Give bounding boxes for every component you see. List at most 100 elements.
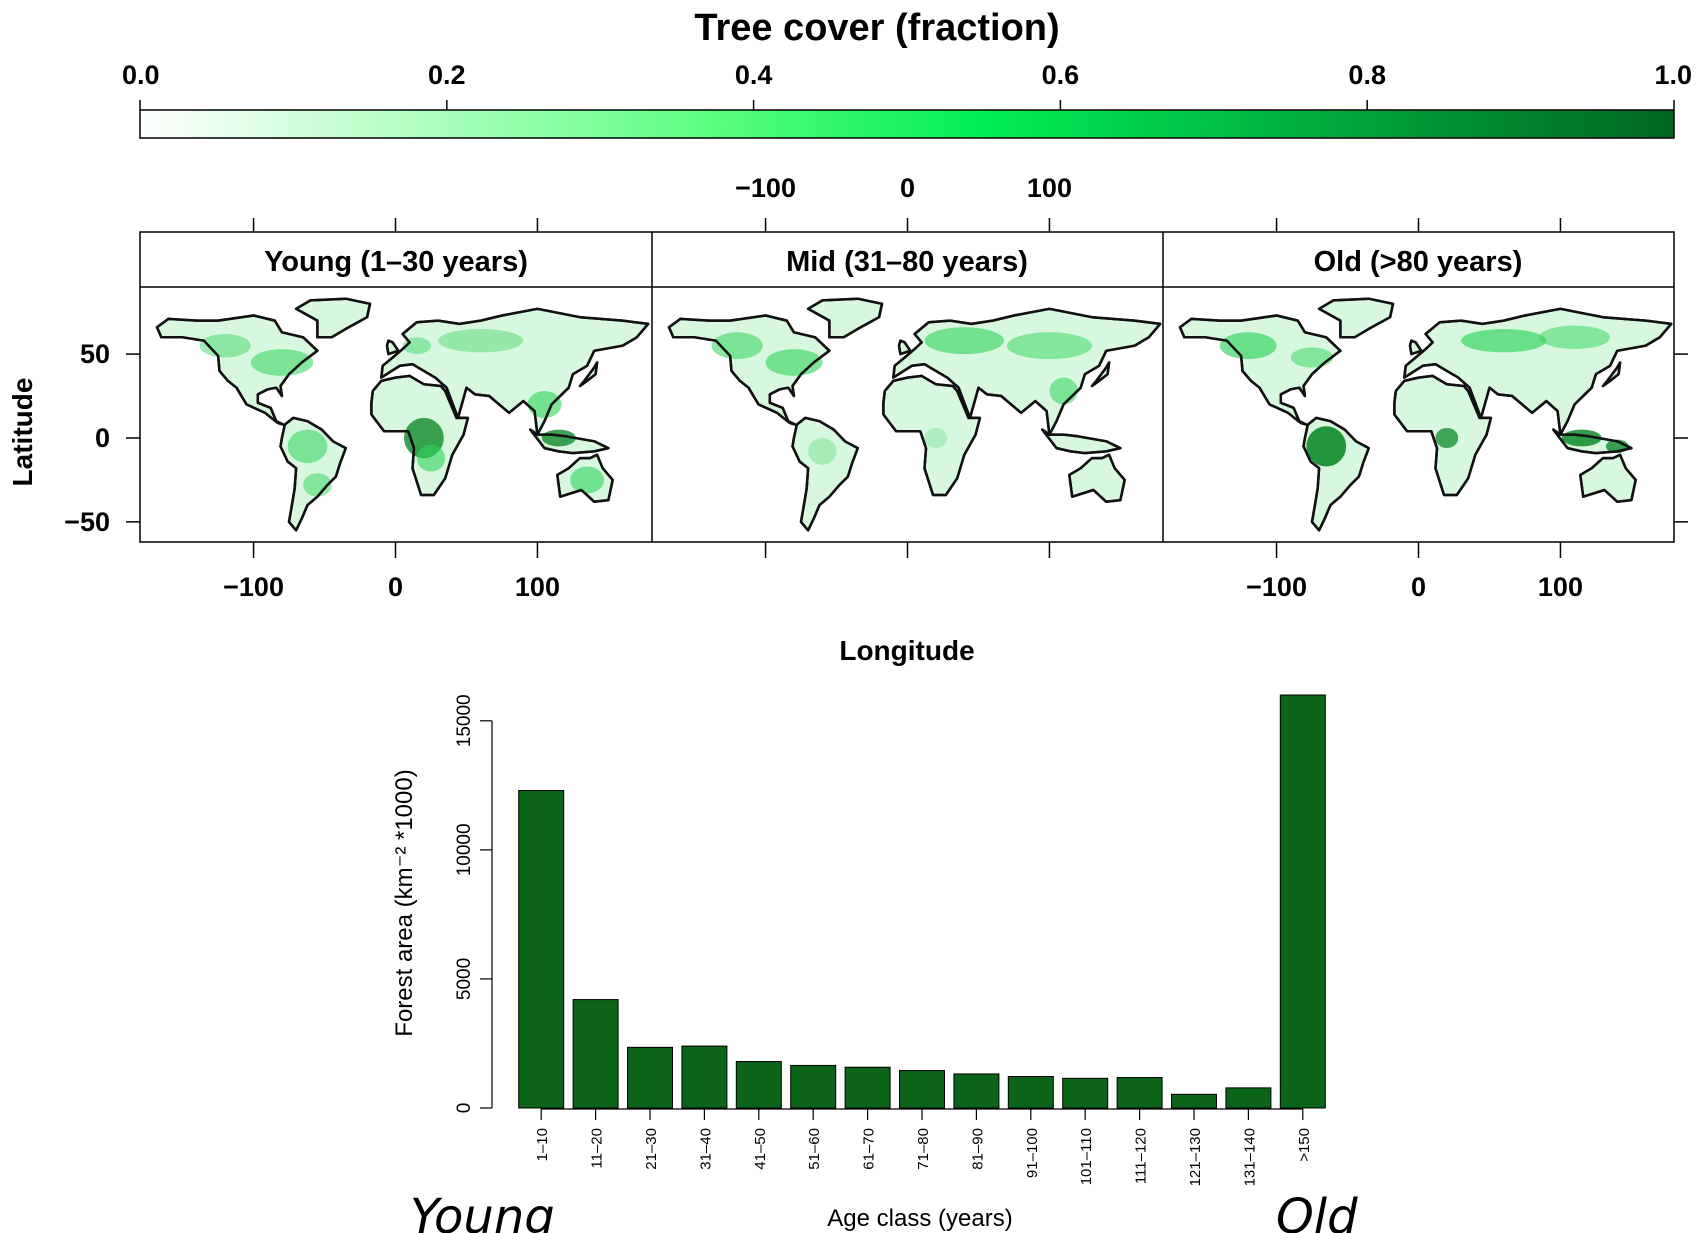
forest-region [924,327,1005,355]
x-tick-label: 31–40 [697,1128,714,1170]
coastline-japan [1601,361,1622,388]
y-tick-label: 5000 [454,958,475,1000]
coastline-greenland [1317,297,1395,339]
forest-region [287,429,328,464]
coastline-japan [1090,361,1111,388]
bar-31–40 [681,1045,728,1109]
x-tick-label: 121–130 [1187,1128,1204,1186]
coastline-japan [578,361,599,388]
forest-region [1006,332,1093,360]
bar-x-axis: 1–10 11–20 21–30 31–40 41–50 51–60 61–70 71–80 8… [534,1108,1313,1186]
coastline-greenland [294,297,372,339]
x-tick-label: 21–30 [643,1128,660,1170]
x-tick-label: 51–60 [806,1128,823,1170]
colorbar-tick-label: 0.0 [122,60,160,90]
forest-region [1290,347,1334,368]
forest-region [570,466,605,494]
colorbar-tick-label: 0.6 [1042,60,1080,90]
bar-1–10 [518,790,565,1109]
x-tick-label: 41–50 [752,1128,769,1170]
map-panels: −100 0 100 Young (1–30 years) Mid (31–80 y… [7,173,1688,666]
forest-region [1306,426,1347,467]
bar-x-label: Age class (years) [827,1205,1012,1232]
colorbar-tick-labels: 0.0 0.2 0.4 0.6 0.8 1.0 [122,60,1692,110]
lon-bottom-label: 100 [1538,572,1583,602]
coastline-eurasia [1403,307,1673,436]
lon-bottom-label: 0 [388,572,403,602]
coastline-indonesia [529,428,610,455]
bar-61–70 [844,1066,891,1109]
bar-71–80 [899,1070,945,1109]
forest-region [808,437,837,465]
bar->150 [1279,694,1326,1109]
lon-bottom-label: 100 [515,572,560,602]
panel-label-old: Old (>80 years) [1314,246,1523,278]
bar-chart-box [510,695,1322,1108]
bar-21–30 [627,1046,673,1109]
x-tick-label: 101–110 [1078,1128,1095,1185]
coastline-samerica [791,416,860,532]
forest-region [1219,332,1277,360]
colorbar-gradient [139,109,1675,139]
bar-131–140 [1225,1087,1272,1109]
y-tick-label: 10000 [454,823,475,876]
forest-region [711,332,763,360]
coastline-australia [556,453,614,503]
lat-label: −50 [64,507,110,537]
colorbar-title: Tree cover (fraction) [694,7,1059,49]
map-content [667,297,1162,532]
lat-label: 50 [80,339,110,369]
forest-region [250,349,314,376]
forest-region [303,473,332,497]
bar-81–90 [953,1073,1000,1109]
map-content [1178,297,1673,532]
young-annotation: Young [410,1189,555,1233]
colorbar: Tree cover (fraction) 0.0 0.2 0.4 0.6 0.8 1.0 [122,7,1692,139]
forest-region [199,333,251,358]
forest-region [1049,377,1078,405]
map-panel [1178,297,1673,532]
bar-101–110 [1062,1077,1109,1109]
coastline-uk [385,339,400,356]
x-tick-label: 81–90 [969,1128,986,1170]
coastline-africa [1393,374,1493,497]
bar-y-label: Forest area (km⁻² *1000) [391,769,418,1036]
forest-region [924,427,948,449]
coastline-indonesia [1041,428,1122,455]
lon-bottom-label: 0 [1411,572,1426,602]
bar-51–60 [790,1064,837,1109]
x-tick-label: >150 [1296,1128,1313,1162]
y-tick-label: 15000 [454,694,475,747]
bars [518,694,1326,1109]
forest-region [1461,328,1547,353]
x-tick-label: 71–80 [915,1128,932,1170]
x-tick-label: 61–70 [861,1128,878,1170]
coastline-indonesia [1552,428,1633,455]
panel-label-young: Young (1–30 years) [264,246,528,278]
x-tick-label: 131–140 [1241,1128,1258,1186]
latitude-label: Latitude [7,378,38,487]
continent-greenland [806,297,884,339]
forest-region [416,444,446,472]
coastline-uk [897,339,912,356]
map-panel [667,297,1162,532]
bar-121–130 [1171,1093,1217,1109]
continent-greenland [294,297,372,339]
lon-bottom-label: −100 [223,572,284,602]
bar-91–100 [1007,1076,1054,1109]
y-tick-label: 0 [454,1103,475,1114]
coastline-australia [1068,453,1126,503]
x-tick-label: 1–10 [534,1128,551,1161]
colorbar-tick-label: 0.8 [1348,60,1386,90]
coastline-eurasia [380,307,650,436]
bar-y-axis: 0 5000 10000 15000 [454,694,493,1114]
bar-chart: 0 5000 10000 15000 1–10 11–20 21–30 31–40 41–50… [391,694,1358,1233]
colorbar-tick-label: 0.2 [428,60,466,90]
map-content [155,297,650,532]
forest-region [527,391,562,418]
coastline-australia [1579,453,1637,503]
forest-region [438,328,524,353]
coastline-africa [882,374,982,497]
coastline-samerica [1302,416,1371,532]
